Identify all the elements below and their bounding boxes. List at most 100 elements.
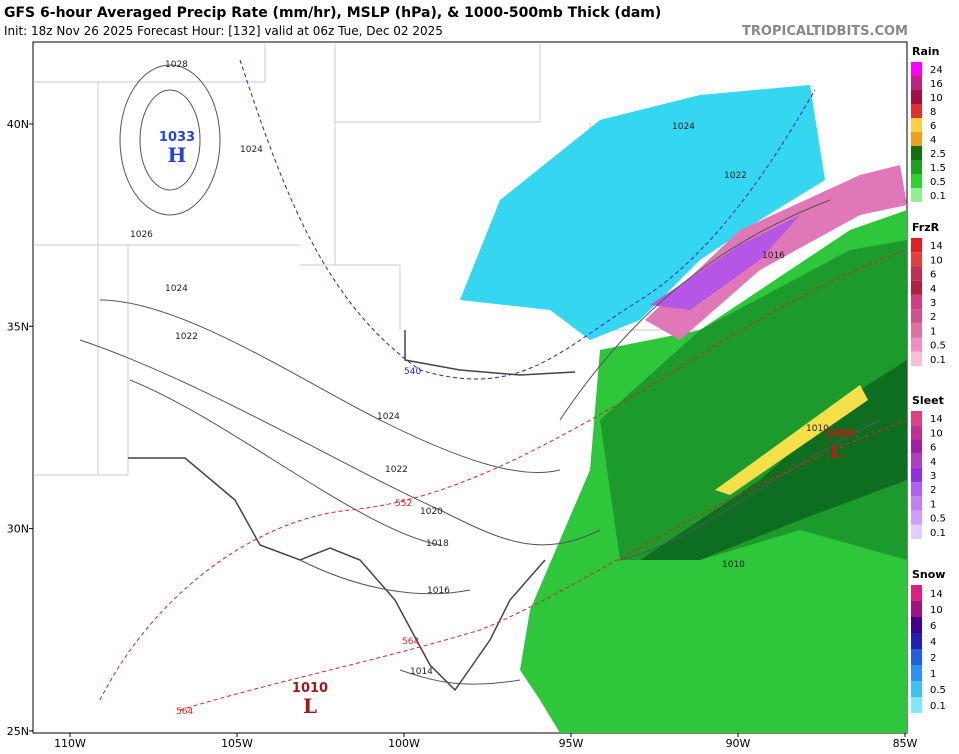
legend-swatch (911, 425, 922, 440)
legend-label: 3 (930, 471, 936, 482)
legend-label: 0.5 (930, 685, 946, 696)
lon-label: 110W (54, 737, 86, 750)
legend-label: 4 (930, 135, 936, 146)
legend-swatch (911, 323, 922, 338)
legend-label: 6 (930, 270, 936, 281)
legend-swatch (911, 351, 922, 366)
axes: 40N 35N 30N 25N 110W 105W 100W 95W 90W 85W (7, 118, 918, 750)
lon-label: 85W (893, 737, 918, 750)
lat-label: 35N (7, 320, 29, 333)
legend-label: 14 (930, 589, 943, 600)
thickness-label: 552 (395, 499, 412, 509)
legend-swatch (911, 146, 922, 160)
legend-swatch (911, 238, 922, 253)
legend-swatch (911, 104, 922, 118)
legend-label: 1 (930, 326, 936, 337)
legend-label: 10 (930, 605, 943, 616)
isobar-label: 1014 (410, 667, 433, 677)
high-value: 1033 (159, 130, 195, 145)
legend-label: 6 (930, 621, 936, 632)
legend-swatch (911, 174, 922, 188)
isobar-label: 1024 (240, 145, 263, 155)
lon-label: 95W (559, 737, 584, 750)
legend-label: 2 (930, 653, 936, 664)
legend-swatch (911, 510, 922, 525)
legend-swatch (911, 453, 922, 468)
legend: Rain2416108642.51.50.50.1FrzR1410643210.… (911, 45, 946, 713)
legend-title: Snow (912, 568, 945, 581)
title: GFS 6-hour Averaged Precip Rate (mm/hr),… (4, 5, 661, 21)
low-value: 1009 (824, 427, 855, 440)
legend-swatch (911, 160, 922, 174)
lon-label: 90W (726, 737, 751, 750)
thickness-label: 540 (404, 367, 421, 377)
legend-swatch (911, 309, 922, 324)
legend-swatch (911, 681, 922, 697)
legend-swatch (911, 524, 922, 539)
legend-label: 6 (930, 121, 936, 132)
legend-label: 16 (930, 79, 943, 90)
isobar-label: 1016 (427, 586, 450, 596)
legend-label: 1 (930, 499, 936, 510)
low-letter: L (303, 694, 317, 718)
isobar-label: 1016 (762, 251, 785, 261)
legend-swatch (911, 617, 922, 633)
legend-swatch (911, 132, 922, 146)
legend-label: 4 (930, 637, 936, 648)
legend-label: 0.1 (930, 191, 946, 202)
legend-label: 2.5 (930, 149, 946, 160)
isobar-label: 1010 (722, 560, 745, 570)
legend-title: FrzR (912, 221, 940, 234)
legend-swatch (911, 633, 922, 649)
thickness-label: 564 (176, 707, 193, 717)
legend-label: 2 (930, 485, 936, 496)
isobar-label: 1020 (420, 507, 443, 517)
legend-swatch (911, 439, 922, 454)
legend-swatch (911, 118, 922, 132)
isobar-label: 1026 (130, 230, 153, 240)
legend-label: 0.1 (930, 701, 946, 712)
legend-swatch (911, 252, 922, 267)
lat-label: 30N (7, 523, 29, 536)
legend-swatch (911, 411, 922, 426)
isobar-label: 1024 (377, 412, 400, 422)
legend-swatch (911, 585, 922, 601)
legend-label: 0.5 (930, 341, 946, 352)
legend-label: 10 (930, 428, 943, 439)
legend-swatch (911, 266, 922, 281)
legend-swatch (911, 188, 922, 202)
legend-swatch (911, 76, 922, 90)
legend-swatch (911, 62, 922, 76)
legend-label: 3 (930, 298, 936, 309)
legend-swatch (911, 482, 922, 497)
low-value: 1010 (292, 681, 328, 696)
legend-label: 14 (930, 241, 943, 252)
legend-swatch (911, 697, 922, 713)
legend-swatch (911, 294, 922, 310)
legend-swatch (911, 337, 922, 352)
legend-swatch (911, 665, 922, 681)
legend-label: 10 (930, 93, 943, 104)
legend-label: 4 (930, 457, 936, 468)
legend-label: 4 (930, 284, 936, 295)
isobar-label: 1024 (672, 122, 695, 132)
legend-label: 0.5 (930, 177, 946, 188)
map-area: 1028 1024 1026 1024 1022 1024 1022 1020 … (32, 41, 908, 734)
low-letter: L (830, 442, 843, 463)
legend-label: 1.5 (930, 163, 946, 174)
legend-label: 1 (930, 669, 936, 680)
site: TROPICALTIDBITS.COM (742, 24, 908, 39)
legend-label: 8 (930, 107, 936, 118)
lon-label: 105W (221, 737, 253, 750)
legend-label: 2 (930, 312, 936, 323)
legend-label: 24 (930, 65, 943, 76)
isobar-label: 1010 (806, 424, 829, 434)
subtitle: Init: 18z Nov 26 2025 Forecast Hour: [13… (4, 24, 443, 38)
thickness-label: 564 (402, 637, 419, 647)
isobar-label: 1024 (165, 284, 188, 294)
legend-label: 0.5 (930, 514, 946, 525)
legend-label: 0.1 (930, 355, 946, 366)
legend-label: 14 (930, 414, 943, 425)
lon-label: 100W (388, 737, 420, 750)
